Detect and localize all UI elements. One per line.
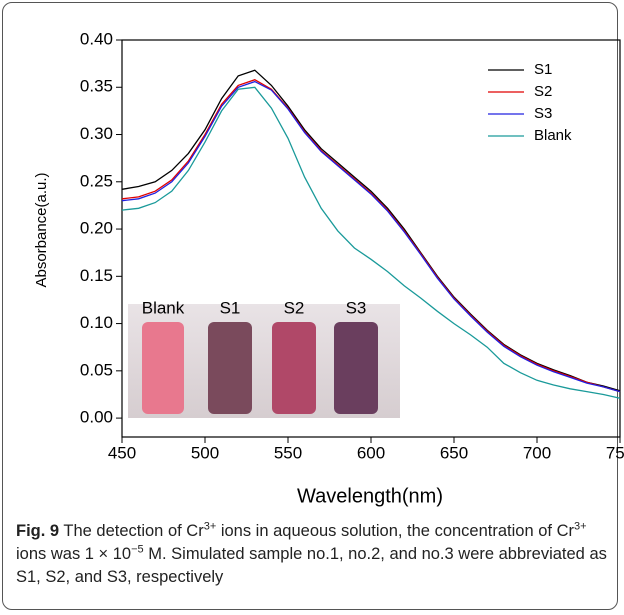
legend-label: S2 [534,83,552,100]
caption-text: ions in aqueous solution, the concentrat… [216,522,574,540]
y-tick-label: 0.05 [80,360,113,379]
caption-text: ions was 1 × 10 [16,545,132,563]
caption-superscript: 3+ [573,520,587,533]
y-tick-label: 0.15 [80,266,113,285]
y-tick-label: 0.35 [80,77,113,96]
y-tick-label: 0.25 [80,171,113,190]
series-line [121,69,621,392]
series-line [121,86,621,399]
x-axis-label: Wavelength(nm) [297,485,443,507]
inset-label: S1 [220,298,241,317]
inset-label: S3 [346,298,367,317]
caption-superscript: 3+ [203,520,217,533]
x-tick-label: 700 [523,443,551,462]
curves [121,69,621,399]
series-line [121,80,621,393]
inset-label: S2 [284,298,305,317]
legend-label: S3 [534,105,552,122]
caption-superscript: −5 [131,543,144,556]
x-tick-label: 600 [357,443,385,462]
vial [272,322,316,414]
caption-label: Fig. 9 [16,522,60,540]
y-tick-label: 0.40 [80,29,113,48]
caption: Fig. 9 The detection of Cr3+ ions in aqu… [16,520,612,589]
y-tick-label: 0.10 [80,313,113,332]
y-tick-label: 0.00 [80,408,113,427]
series-line [121,78,621,393]
x-tick-label: 450 [108,443,136,462]
caption-text: The detection of Cr [59,522,204,540]
y-tick-label: 0.20 [80,219,113,238]
x-tick-label: 550 [274,443,302,462]
inset-label: Blank [142,298,185,317]
vial [142,322,184,414]
chart: Blank S1 S2 S3 Wavelength(nm) Absorbance(a.… [33,29,624,507]
y-axis-label: Absorbance(a.u.) [33,172,50,287]
vial [334,322,378,414]
inset-photo: Blank S1 S2 S3 [128,298,400,418]
caption-text: M. Simulated sample no.1, no.2, and no.3… [16,545,607,586]
x-tick-label: 500 [191,443,219,462]
x-tick-label: 650 [440,443,468,462]
legend-label: S1 [534,61,552,78]
y-tick-label: 0.30 [80,124,113,143]
figure-frame [2,2,618,610]
x-tick-label: 750 [606,443,624,462]
vial [208,322,252,414]
legend-label: Blank [534,127,572,144]
